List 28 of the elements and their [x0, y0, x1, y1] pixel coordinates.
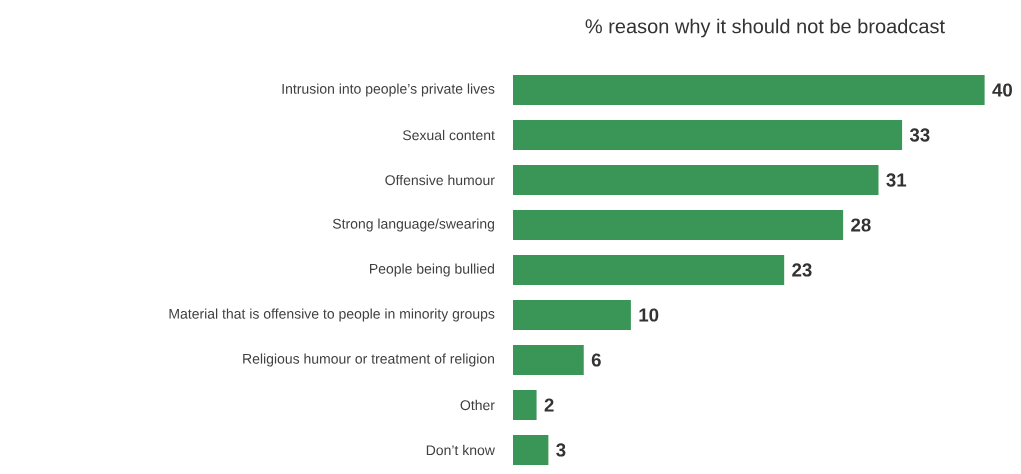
bar [513, 120, 903, 150]
data-label: 28 [851, 218, 871, 232]
data-label: 31 [886, 173, 907, 187]
y-tick-label: Material that is offensive to people in minority groups [169, 308, 495, 322]
bar [513, 210, 844, 240]
chart-title: % reason why it should not be broadcast [585, 18, 945, 38]
data-label: 33 [909, 128, 930, 142]
y-tick-label: Religious humour or treatment of religion [243, 353, 494, 367]
bar [513, 255, 785, 285]
y-tick-label: Other [460, 399, 495, 411]
bar [513, 390, 537, 420]
bar [513, 300, 631, 330]
data-label: 3 [556, 443, 566, 457]
data-label: 10 [639, 308, 659, 322]
y-tick-label: Strong language/swearing [332, 218, 495, 232]
bar [513, 345, 584, 375]
y-tick-label: Don’t know [426, 444, 495, 456]
data-label: 6 [591, 353, 601, 367]
y-tick-label: Intrusion into people’s private lives [282, 83, 495, 97]
bar [513, 435, 549, 465]
y-tick-label: Offensive humour [385, 174, 495, 186]
y-tick-label: People being bullied [370, 263, 495, 277]
data-label: 23 [792, 263, 812, 277]
bar [513, 165, 879, 195]
y-tick-label: Sexual content [402, 129, 495, 141]
data-label: 40 [992, 83, 1012, 97]
bar [513, 75, 985, 106]
data-label: 2 [544, 398, 554, 412]
